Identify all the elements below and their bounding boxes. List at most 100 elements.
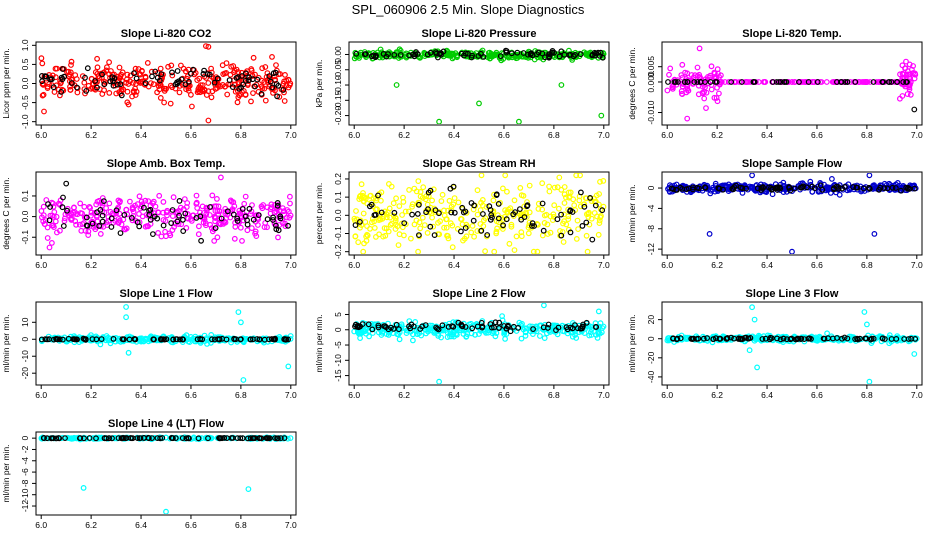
point-black	[841, 334, 848, 341]
point-edge-left	[667, 65, 674, 72]
point-cloud	[429, 197, 436, 204]
point-black	[414, 210, 421, 217]
point-cloud	[588, 215, 595, 222]
y-tick-label: 1.0	[20, 39, 30, 51]
point-outlier	[436, 118, 442, 124]
point-cloud	[94, 55, 100, 62]
y-tick-label: -10	[333, 354, 343, 367]
point-cloud	[248, 98, 254, 105]
y-tick-label: -20	[646, 351, 656, 364]
point-cloud	[105, 214, 112, 220]
y-tick-label: -12	[20, 500, 30, 513]
point-cloud	[216, 215, 223, 222]
point-cloud	[144, 223, 151, 229]
point-black	[270, 217, 276, 223]
point-cloud	[52, 218, 59, 225]
point-cloud	[167, 100, 174, 107]
point-black	[712, 79, 719, 85]
point-cloud	[228, 63, 235, 70]
plot-frame	[661, 41, 923, 126]
point-black	[246, 74, 253, 81]
point-black	[567, 324, 574, 331]
point-black	[558, 211, 564, 218]
point-black	[150, 336, 157, 343]
chart-panels: Slope Li-820 CO2 Licor ppm per min. 6.0 6.2…	[1, 28, 923, 530]
point-cloud	[250, 90, 256, 96]
point-cloud	[180, 65, 187, 72]
point-black	[267, 78, 274, 85]
point-cloud	[439, 191, 446, 198]
point-cloud	[208, 94, 215, 101]
y-tick-label: 10	[20, 317, 30, 327]
point-cloud	[351, 215, 358, 222]
point-black	[99, 218, 106, 225]
point-black	[200, 70, 207, 77]
point-black	[169, 69, 175, 76]
point-cloud	[285, 76, 292, 83]
point-cloud	[556, 205, 562, 212]
point-black	[258, 90, 265, 97]
point-black	[172, 81, 179, 88]
x-tick-label: 6.0	[661, 390, 673, 400]
point-black	[266, 73, 273, 79]
point-black	[137, 435, 144, 442]
point-black	[408, 321, 415, 328]
point-edge-left	[683, 89, 690, 96]
point-cloud	[204, 341, 210, 347]
point-cloud	[595, 231, 602, 238]
point-black	[745, 335, 752, 342]
point-cloud	[448, 203, 455, 210]
point-flat	[831, 79, 837, 85]
point-cloud	[824, 185, 831, 192]
y-tick-label: -5	[333, 341, 343, 349]
point-cloud	[513, 55, 520, 62]
point-edge-left	[714, 84, 720, 91]
point-cloud	[376, 217, 382, 224]
point-cloud	[239, 209, 246, 216]
point-cloud	[179, 81, 186, 88]
chart-panel-10: Slope Line 4 (LT) Flow ml/min per min. 6.0…	[1, 418, 297, 530]
point-cloud	[353, 208, 359, 214]
point-black	[695, 335, 702, 342]
point-cloud	[511, 247, 518, 254]
point-black	[574, 325, 581, 332]
point-cloud	[287, 200, 293, 207]
point-black	[361, 51, 368, 58]
point-cloud	[49, 212, 56, 219]
point-black	[169, 207, 176, 213]
point-outlier	[911, 351, 918, 357]
point-cloud	[65, 68, 72, 75]
x-tick-label: 6.6	[811, 130, 823, 140]
point-black	[866, 185, 873, 192]
point-black	[455, 319, 462, 326]
point-black	[170, 336, 177, 343]
point-cloud	[150, 198, 157, 205]
point-cloud	[103, 205, 109, 212]
point-black	[423, 209, 430, 216]
point-cloud	[90, 435, 96, 441]
point-black	[478, 50, 484, 57]
point-cloud	[150, 81, 157, 88]
point-black	[842, 79, 849, 85]
point-cloud	[504, 209, 511, 216]
point-cloud	[284, 207, 291, 213]
x-tick-label: 6.6	[185, 390, 197, 400]
point-cloud	[360, 210, 367, 217]
point-cloud	[708, 187, 714, 194]
point-cloud	[142, 74, 149, 81]
point-cloud	[195, 231, 202, 238]
point-cloud	[502, 336, 509, 342]
point-cloud	[362, 219, 369, 225]
x-tick-label: 6.0	[348, 260, 360, 270]
y-tick-label: -10	[20, 488, 30, 501]
y-tick-label: 0.5	[20, 58, 30, 70]
point-black	[375, 324, 382, 331]
point-black	[270, 336, 277, 343]
point-outlier	[285, 363, 292, 370]
point-outlier	[63, 180, 70, 187]
point-cloud	[415, 248, 421, 254]
y-tick-label: 0	[646, 185, 656, 190]
point-black	[886, 79, 893, 85]
point-cloud	[262, 64, 269, 70]
point-edge-right	[903, 71, 910, 78]
